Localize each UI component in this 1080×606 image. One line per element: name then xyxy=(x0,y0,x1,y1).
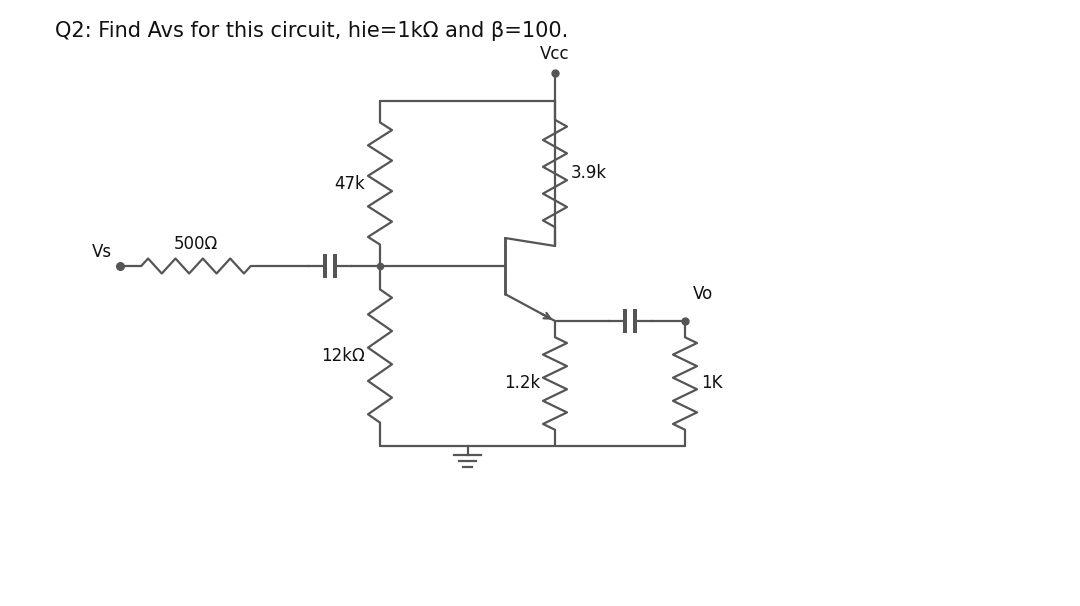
Text: 47k: 47k xyxy=(334,175,365,193)
Text: Vcc: Vcc xyxy=(540,45,570,63)
Text: 12kΩ: 12kΩ xyxy=(321,347,365,365)
Text: 3.9k: 3.9k xyxy=(571,164,607,182)
Text: 500Ω: 500Ω xyxy=(174,235,218,253)
Text: Vo: Vo xyxy=(693,285,713,303)
Text: Q2: Find Avs for this circuit, hie=1kΩ and β=100.: Q2: Find Avs for this circuit, hie=1kΩ a… xyxy=(55,21,568,41)
Text: Vs: Vs xyxy=(92,243,112,261)
Text: 1K: 1K xyxy=(701,375,723,393)
Text: 1.2k: 1.2k xyxy=(503,375,540,393)
